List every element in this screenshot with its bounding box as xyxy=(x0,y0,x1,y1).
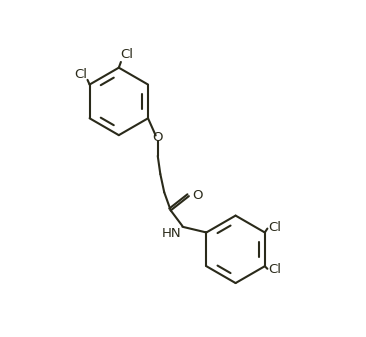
Text: O: O xyxy=(192,189,202,202)
Text: O: O xyxy=(153,131,163,144)
Text: Cl: Cl xyxy=(74,68,87,81)
Text: Cl: Cl xyxy=(120,48,133,61)
Text: HN: HN xyxy=(161,227,181,240)
Text: Cl: Cl xyxy=(268,221,281,234)
Text: Cl: Cl xyxy=(268,263,281,276)
